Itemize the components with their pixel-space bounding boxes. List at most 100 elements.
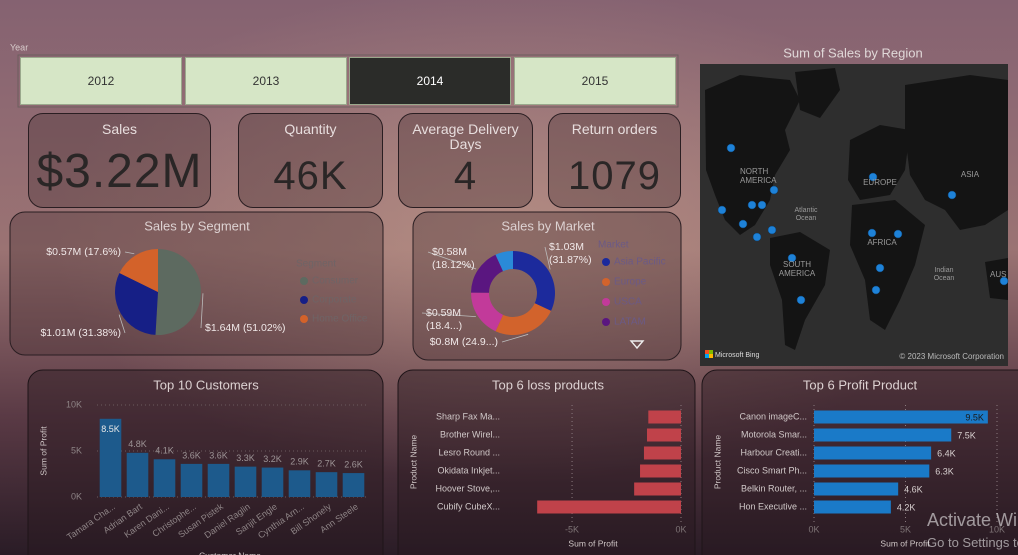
kpi-title: Average Delivery Days <box>412 121 519 152</box>
y-axis-title: Sum of Profit <box>38 426 48 476</box>
y-tick-label: Hoover Stove,... <box>435 483 500 493</box>
slice <box>115 272 158 335</box>
bar <box>814 482 899 496</box>
bar <box>537 500 681 514</box>
bubble <box>871 285 881 295</box>
kpi-value: $3.22M <box>36 145 203 198</box>
bar <box>643 446 681 460</box>
bubble <box>868 172 878 182</box>
y-tick-label: Motorola Smar... <box>741 429 807 439</box>
kpi-value: 46K <box>273 154 348 198</box>
panel <box>397 369 696 555</box>
data-label: 4.6K <box>904 484 923 494</box>
bar <box>288 470 311 497</box>
logo <box>709 354 713 358</box>
bubble <box>787 253 797 263</box>
data-label: 2.7K <box>317 459 336 469</box>
map-label: ASIA <box>961 170 980 179</box>
legend-label: Asia Pacific <box>614 257 666 268</box>
legend-label: USCA <box>614 297 642 308</box>
land <box>985 258 1008 300</box>
x-tick-label: 5K <box>900 524 911 534</box>
y-tick-label: Okidata Inkjet... <box>437 465 500 475</box>
slicer-button[interactable]: 2012 <box>20 57 182 105</box>
land <box>905 75 1008 230</box>
legend-scroll[interactable] <box>629 340 645 350</box>
data-label: 4.2K <box>897 502 916 512</box>
data-label: $0.57M (17.6%) <box>46 246 121 258</box>
legend-marker <box>602 258 610 266</box>
map-label: Ocean <box>796 215 817 222</box>
chart-title: Top 10 Customers <box>153 377 259 392</box>
watermark-text: Go to Settings to activate Windows. <box>927 535 1018 550</box>
bubble <box>796 295 806 305</box>
legend-marker <box>300 315 308 323</box>
x-tick-label: 10K <box>989 524 1005 534</box>
panel <box>27 369 384 555</box>
bar <box>640 464 681 478</box>
legend-label: Home Office <box>312 314 368 325</box>
leader-line <box>200 293 204 329</box>
data-label: 6.3K <box>935 466 954 476</box>
bar <box>814 500 891 514</box>
y-tick-label: Cubify CubeX... <box>437 501 500 511</box>
bar <box>814 464 930 478</box>
slicer-button[interactable]: 2015 <box>514 57 676 105</box>
data-label: 2.6K <box>344 459 363 469</box>
bar <box>261 467 284 497</box>
map-label: Ocean <box>934 275 955 282</box>
legend-marker <box>300 277 308 285</box>
data-label: $0.58M <box>432 246 467 258</box>
kpi-card: Average Delivery Days 4 <box>398 113 533 208</box>
legend-label: Europe <box>614 277 647 288</box>
map-label: Atlantic <box>795 207 818 214</box>
bar <box>342 473 365 497</box>
bubble <box>947 190 957 200</box>
watermark-title: Activate Windows <box>927 510 1018 530</box>
slicer-button[interactable]: 2014 <box>349 57 511 105</box>
data-label: 4.8K <box>128 439 147 449</box>
legend-marker <box>602 298 610 306</box>
y-axis-title: Product Name <box>408 435 418 490</box>
slicer-frame <box>17 54 679 108</box>
map-title: Sum of Sales by Region <box>783 45 922 60</box>
bar <box>180 463 203 497</box>
x-axis-title: Sum of Profit <box>880 538 930 548</box>
bar <box>153 459 176 497</box>
kpi-card: Return orders 1079 <box>548 113 681 208</box>
kpi-title: Sales <box>101 121 138 137</box>
kpi-title: Return orders <box>571 121 658 137</box>
data-label: (31.87%) <box>549 254 592 266</box>
leader-line <box>124 251 135 255</box>
y-tick-label: Sharp Fax Ma... <box>436 411 500 421</box>
data-label: $1.01M (31.38%) <box>40 327 121 339</box>
bubble <box>893 229 903 239</box>
y-tick-label: 10K <box>66 399 82 409</box>
kpi-value: 4 <box>453 154 478 198</box>
bubble <box>752 232 762 242</box>
bubble <box>717 205 727 215</box>
map-attribution: Microsoft Bing <box>715 352 759 359</box>
bar <box>647 428 681 442</box>
slice <box>471 292 504 332</box>
x-axis-title: Sum of Profit <box>568 538 618 548</box>
data-label: 7.5K <box>957 430 976 440</box>
slicer-button[interactable]: 2013 <box>185 57 347 105</box>
data-label: 2.9K <box>290 457 309 467</box>
bar <box>634 482 681 496</box>
map-label: AFRICA <box>867 238 897 247</box>
slice <box>119 249 158 292</box>
y-tick-label: Cisco Smart Ph... <box>737 465 807 475</box>
land <box>705 75 800 235</box>
data-label: (18.12%) <box>432 259 475 271</box>
legend-title: Market <box>598 240 629 251</box>
map-bubbles <box>717 143 1009 305</box>
bar <box>126 452 149 497</box>
kpi-title: Quantity <box>284 121 337 137</box>
data-label: $0.59M <box>426 307 461 319</box>
y-tick-label: Harbour Creati... <box>740 447 807 457</box>
data-label: $0.8M (24.9...) <box>430 336 498 348</box>
legend-label: Consumer <box>312 276 359 287</box>
data-label: 8.5K <box>101 424 120 434</box>
bubble <box>769 185 779 195</box>
